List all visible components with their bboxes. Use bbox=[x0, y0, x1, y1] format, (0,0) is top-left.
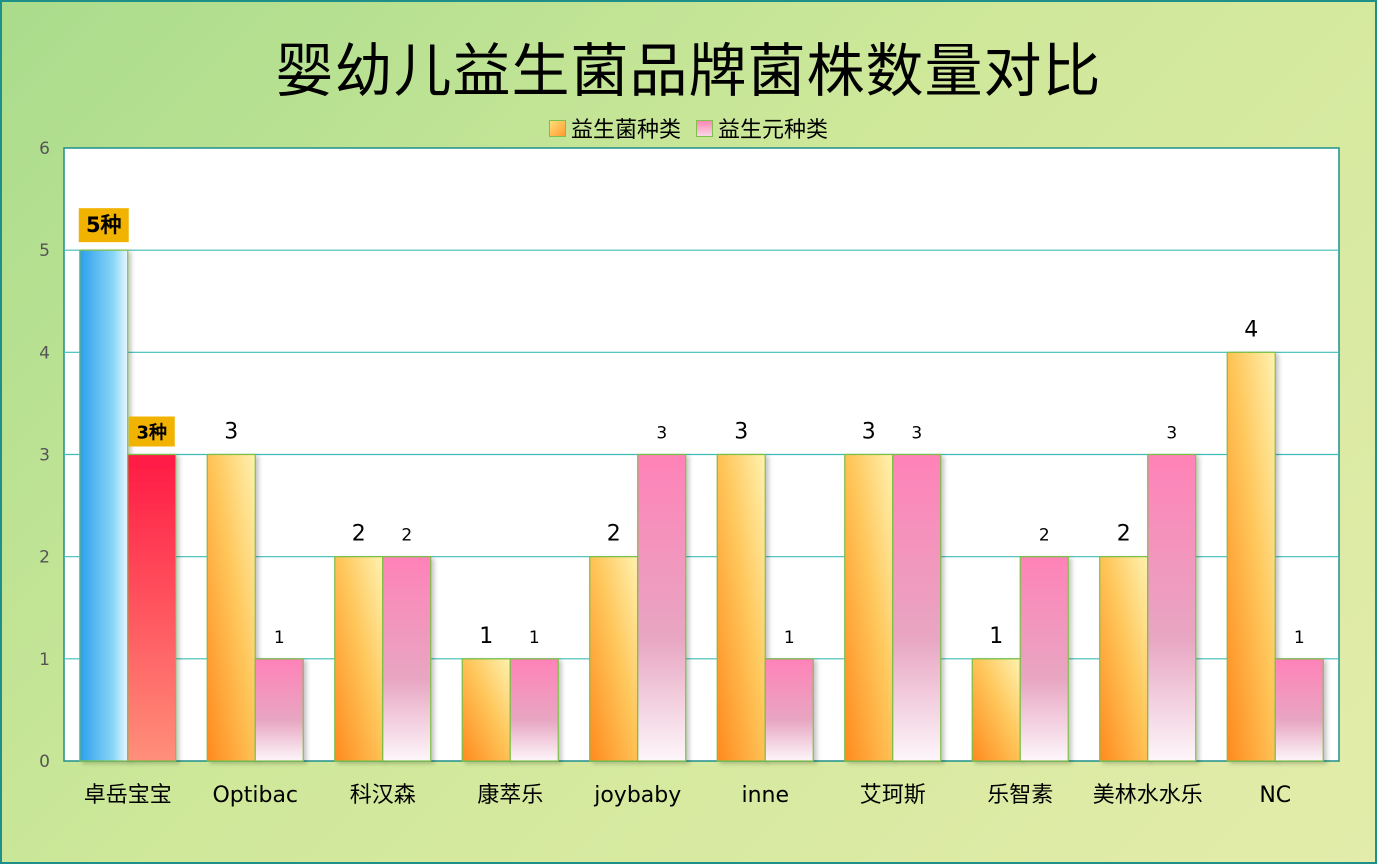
chart-title: 婴幼儿益生菌品牌菌株数量对比 bbox=[275, 37, 1102, 105]
data-label: 1 bbox=[1294, 628, 1305, 648]
x-category-label: 美林水水乐 bbox=[1093, 783, 1203, 808]
bar-prebiotic[interactable] bbox=[1147, 453, 1197, 762]
y-tick-label: 3 bbox=[39, 446, 50, 466]
data-label: 3 bbox=[224, 420, 238, 445]
y-tick-label: 2 bbox=[39, 548, 50, 568]
legend: 益生菌种类 益生元种类 bbox=[2, 112, 1375, 144]
bar-prebiotic[interactable] bbox=[127, 453, 177, 762]
bar-probiotic[interactable] bbox=[461, 658, 511, 762]
bar-probiotic[interactable] bbox=[79, 249, 129, 762]
bar-prebiotic[interactable] bbox=[382, 556, 432, 762]
y-axis-ticks: 0 1 2 3 4 5 6 bbox=[39, 139, 50, 772]
data-label: 1 bbox=[529, 628, 540, 648]
bar-prebiotic[interactable] bbox=[892, 453, 942, 762]
bar-prebiotic[interactable] bbox=[1019, 556, 1069, 762]
data-label: 4 bbox=[1244, 317, 1258, 342]
data-label-callout bbox=[78, 208, 129, 243]
bar-probiotic[interactable] bbox=[844, 453, 894, 762]
x-category-label: 艾珂斯 bbox=[860, 783, 926, 808]
data-label-callout bbox=[128, 416, 175, 447]
data-label: 3 bbox=[862, 420, 876, 445]
x-axis-categories: 卓岳宝宝 Optibac 科汉森 康萃乐 joybaby inne 艾珂斯 乐智素 美林水水乐 N… bbox=[84, 783, 1291, 808]
bar-prebiotic[interactable] bbox=[509, 658, 559, 762]
data-label: 1 bbox=[989, 624, 1003, 649]
data-label: 3 bbox=[1166, 424, 1177, 444]
legend-label: 益生菌种类 bbox=[570, 118, 681, 143]
bars bbox=[79, 249, 1324, 762]
data-label: 3 bbox=[734, 420, 748, 445]
y-tick-label: 0 bbox=[39, 752, 50, 772]
bar-prebiotic[interactable] bbox=[764, 658, 814, 762]
legend-swatch-icon bbox=[548, 119, 566, 137]
x-category-label: inne bbox=[741, 783, 789, 808]
bar-prebiotic[interactable] bbox=[254, 658, 304, 762]
x-category-label: 卓岳宝宝 bbox=[84, 783, 172, 808]
bar-probiotic[interactable] bbox=[1226, 351, 1276, 762]
x-category-label: 科汉森 bbox=[350, 783, 416, 808]
y-tick-label: 4 bbox=[39, 343, 50, 363]
data-label: 2 bbox=[352, 522, 366, 547]
x-category-label: 康萃乐 bbox=[477, 783, 543, 808]
legend-swatch-icon bbox=[696, 119, 713, 137]
data-label: 1 bbox=[479, 624, 493, 649]
data-label: 1 bbox=[784, 628, 795, 648]
data-label: 2 bbox=[401, 526, 412, 546]
x-category-label: 乐智素 bbox=[987, 783, 1053, 808]
bar-probiotic[interactable] bbox=[589, 556, 639, 762]
y-tick-label: 5 bbox=[39, 241, 50, 261]
bar-probiotic[interactable] bbox=[334, 556, 384, 762]
x-category-label: NC bbox=[1259, 783, 1291, 808]
data-label: 2 bbox=[1039, 526, 1050, 546]
bar-prebiotic[interactable] bbox=[637, 453, 687, 762]
legend-label: 益生元种类 bbox=[718, 118, 829, 143]
bar-prebiotic[interactable] bbox=[1274, 658, 1324, 762]
data-label: 3 bbox=[911, 424, 922, 444]
y-tick-label: 6 bbox=[39, 139, 50, 159]
data-label: 3种 bbox=[136, 422, 167, 444]
data-label: 5种 bbox=[86, 213, 122, 237]
x-category-label: joybaby bbox=[593, 783, 681, 808]
data-label: 3 bbox=[656, 424, 667, 444]
data-label: 1 bbox=[274, 628, 285, 648]
bar-probiotic[interactable] bbox=[1099, 556, 1149, 762]
data-label: 2 bbox=[1117, 522, 1131, 547]
bar-probiotic[interactable] bbox=[716, 453, 766, 762]
bar-probiotic[interactable] bbox=[971, 658, 1021, 762]
y-tick-label: 1 bbox=[39, 650, 50, 670]
data-labels: 5种 3种 3 1 2 2 1 1 2 3 3 1 3 3 1 2 2 3 4 1 bbox=[78, 208, 1305, 649]
legend-item-probiotic-types[interactable]: 益生菌种类 bbox=[548, 112, 681, 144]
bar-probiotic[interactable] bbox=[206, 453, 256, 762]
x-category-label: Optibac bbox=[212, 783, 298, 808]
data-label: 2 bbox=[607, 522, 621, 547]
legend-item-prebiotic-types[interactable]: 益生元种类 bbox=[696, 112, 828, 144]
